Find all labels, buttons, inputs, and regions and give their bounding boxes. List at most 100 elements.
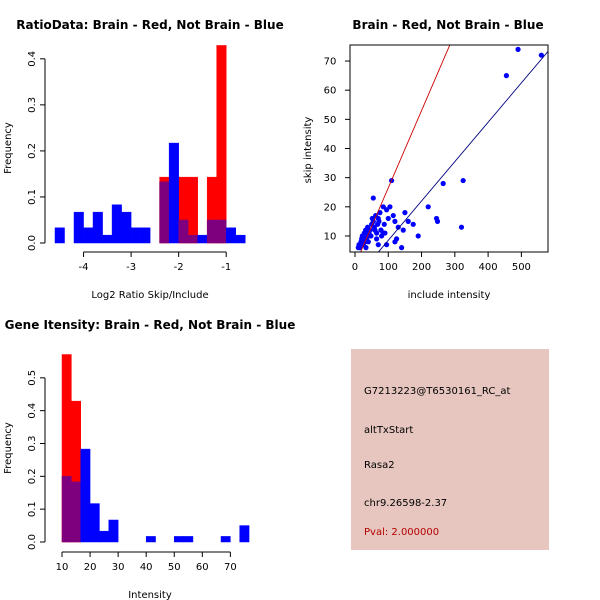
scatter-point xyxy=(380,230,386,236)
ratio-x-tick-label: -3 xyxy=(126,262,136,273)
intensity-x-tick-label: 30 xyxy=(112,562,125,573)
scatter-point xyxy=(374,236,380,242)
intensity-x-tick-label: 20 xyxy=(84,562,97,573)
scatter-x-tick-label: 300 xyxy=(445,262,464,273)
intensity-overlap-bar xyxy=(61,476,72,543)
intensity-y-tick-label: 0.4 xyxy=(27,403,38,419)
scatter-x-tick-label: 400 xyxy=(479,262,498,273)
scatter-x-tick-label: 500 xyxy=(512,262,531,273)
scatter-y-tick-label: 30 xyxy=(324,173,337,184)
intensity-x-axis-label: Intensity xyxy=(128,590,172,600)
intensity-x-tick-label: 60 xyxy=(196,562,209,573)
ratio-blue-bar xyxy=(54,227,65,244)
ratio-x-tick-label: -2 xyxy=(174,262,184,273)
scatter-blue-fit-line xyxy=(377,51,548,252)
scatter-point xyxy=(515,46,521,52)
ratio-red-bar xyxy=(216,45,227,244)
scatter-y-tick-label: 40 xyxy=(324,144,337,155)
scatter-point xyxy=(458,224,465,230)
scatter-point xyxy=(425,204,431,210)
info-panel: G7213223@T6530161_RC_at altTxStart Rasa2… xyxy=(351,349,549,550)
scatter-point xyxy=(385,215,391,222)
ratio-y-tick-label: 0.0 xyxy=(27,235,38,251)
intensity-x-tick-label: 10 xyxy=(56,562,69,573)
scatter-point xyxy=(381,221,387,227)
scatter-y-tick-label: 20 xyxy=(324,202,337,213)
intensity-blue-bar xyxy=(99,530,110,543)
ratio-x-tick-label: -1 xyxy=(221,262,231,273)
scatter-point xyxy=(375,242,381,248)
ratio-blue-bar xyxy=(140,227,151,244)
info-gene-name: Rasa2 xyxy=(364,460,395,471)
ratio-overlap-bar xyxy=(216,219,227,244)
scatter-point xyxy=(402,210,408,216)
scatter-x-tick-label: 0 xyxy=(352,262,358,273)
scatter-point xyxy=(376,218,382,224)
scatter-point xyxy=(392,218,398,224)
ratio-chart-title: RatioData: Brain - Red, Not Brain - Blue xyxy=(16,18,283,32)
ratio-x-axis-label: Log2 Ratio Skip/Include xyxy=(91,290,208,301)
intensity-blue-bar xyxy=(80,448,91,543)
scatter-point xyxy=(360,233,366,239)
scatter-point xyxy=(415,233,421,239)
intensity-y-tick-label: 0.5 xyxy=(27,370,38,386)
ratio-y-tick-label: 0.4 xyxy=(27,51,38,67)
info-pval: Pval: 2.000000 xyxy=(364,527,440,538)
intensity-y-axis-label: Frequency xyxy=(3,422,14,474)
scatter-point xyxy=(374,230,380,236)
intensity-blue-bar xyxy=(145,536,156,543)
ratio-blue-bar xyxy=(102,234,113,244)
intensity-blue-bar xyxy=(183,536,194,543)
scatter-point xyxy=(390,212,396,219)
intensity-y-tick-label: 0.2 xyxy=(27,468,38,484)
scatter-point xyxy=(440,180,446,187)
intensity-blue-bar xyxy=(220,536,231,543)
ratio-overlap-bar xyxy=(159,181,170,244)
scatter-clipped-content xyxy=(355,45,548,252)
ratio-blue-bar xyxy=(111,204,122,244)
scatter-red-fit-line xyxy=(360,45,451,252)
ratio-y-tick-label: 0.3 xyxy=(27,97,38,113)
scatter-point xyxy=(368,233,374,239)
ratio-y-axis-label: Frequency xyxy=(3,122,14,174)
intensity-x-tick-label: 50 xyxy=(168,562,181,573)
intensity-y-tick-label: 0.1 xyxy=(27,501,38,517)
scatter-point xyxy=(387,204,393,210)
ratio-blue-bar xyxy=(73,211,84,244)
scatter-point xyxy=(392,239,398,245)
ratio-y-tick-label: 0.2 xyxy=(27,143,38,159)
intensity-blue-bar xyxy=(239,525,250,543)
intensity-blue-bar xyxy=(89,503,100,543)
ratio-red-bar xyxy=(187,176,198,244)
scatter-panel: Brain - Red, Not Brain - Blue include in… xyxy=(303,18,549,301)
scatter-x-tick-label: 200 xyxy=(412,262,431,273)
scatter-point xyxy=(460,177,466,184)
scatter-point xyxy=(400,227,406,233)
ratio-plot-area: -4 -3 -2 -1 0.0 0.1 0.2 0.3 0.4 xyxy=(27,45,246,273)
scatter-chart-title: Brain - Red, Not Brain - Blue xyxy=(352,18,543,32)
scatter-point xyxy=(377,210,383,216)
scatter-point xyxy=(365,239,371,245)
scatter-point xyxy=(405,218,411,224)
scatter-y-tick-label: 50 xyxy=(324,115,337,126)
intensity-blue-bar xyxy=(173,536,184,543)
scatter-point xyxy=(503,73,510,79)
ratio-blue-bar xyxy=(83,227,94,244)
intensity-overlap-bar xyxy=(71,481,81,543)
ratio-overlap-bar xyxy=(206,219,217,244)
ratio-y-tick-label: 0.1 xyxy=(27,189,38,205)
info-probe-id: G7213223@T6530161_RC_at xyxy=(364,386,511,397)
intensity-plot-area: 10 20 30 40 50 60 70 0.0 0.1 0.2 0.3 0.4 0.5 xyxy=(27,354,250,573)
intensity-chart-title: Gene Itensity: Brain - Red, Not Brain - … xyxy=(5,318,296,332)
ratio-x-tick-label: -4 xyxy=(79,262,89,273)
scatter-plot-area: 0 100 200 300 400 500 10 20 30 40 50 60 70 xyxy=(324,44,549,273)
scatter-y-tick-label: 70 xyxy=(324,57,337,68)
ratio-overlap-bar xyxy=(187,234,198,244)
scatter-point xyxy=(363,245,369,251)
scatter-point xyxy=(538,52,544,58)
ratio-blue-bar xyxy=(225,227,236,244)
scatter-point xyxy=(398,245,405,251)
scatter-y-tick-label: 60 xyxy=(324,86,337,97)
info-location: chr9.26598-2.37 xyxy=(364,498,448,509)
